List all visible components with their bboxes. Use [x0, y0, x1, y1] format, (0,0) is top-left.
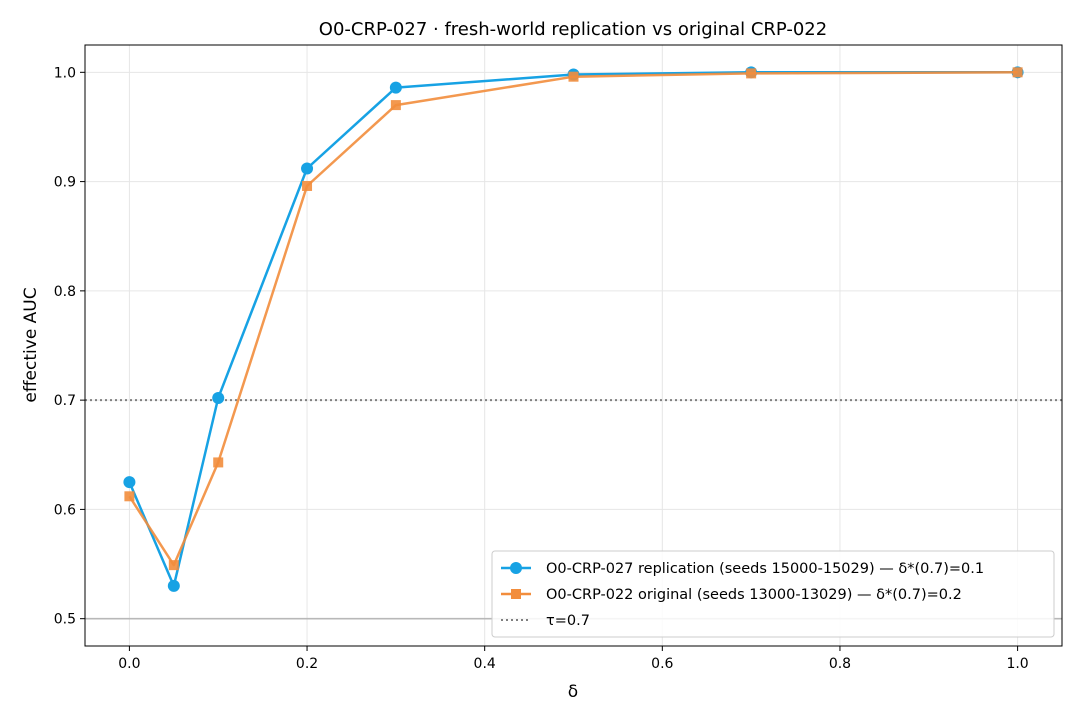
data-point [301, 162, 314, 175]
data-point [390, 100, 401, 111]
data-point [302, 180, 313, 191]
legend: O0-CRP-027 replication (seeds 15000-1502… [491, 550, 1055, 638]
series-0 [123, 66, 1024, 592]
x-tick-label: 0.6 [651, 656, 673, 672]
x-axis-label: δ [568, 682, 578, 702]
data-point [123, 476, 136, 489]
data-point [389, 81, 402, 94]
x-tick-label: 0.8 [829, 656, 851, 672]
y-tick-label: 0.5 [54, 612, 76, 628]
legend-marker-original [511, 589, 521, 599]
x-tick-label: 0.2 [296, 656, 318, 672]
data-point [167, 579, 180, 592]
y-tick-label: 0.9 [54, 175, 76, 191]
data-point [568, 71, 579, 82]
series-line [128, 71, 1018, 588]
series-line [128, 71, 1018, 567]
x-tick-label: 0.0 [118, 656, 140, 672]
y-tick-label: 0.6 [54, 502, 76, 518]
x-tick-label: 0.4 [474, 656, 496, 672]
x-tick-label: 1.0 [1006, 656, 1028, 672]
y-tick-label: 1.0 [54, 65, 76, 81]
legend-box [491, 550, 1055, 638]
legend-label-tau: τ=0.7 [546, 613, 590, 629]
data-point [213, 457, 224, 468]
series-lines [123, 66, 1024, 592]
y-axis-ticks: 0.5 0.6 0.7 0.8 0.9 1.0 [54, 65, 85, 628]
data-point [124, 491, 135, 502]
y-axis-label: effective AUC [21, 287, 41, 402]
series-1 [124, 67, 1023, 571]
data-point [746, 68, 757, 79]
y-tick-label: 0.7 [54, 393, 76, 409]
y-tick-label: 0.8 [54, 284, 76, 300]
data-point [1012, 67, 1023, 78]
data-point [212, 391, 225, 404]
legend-marker-replication [510, 562, 522, 574]
legend-label-original: O0-CRP-022 original (seeds 13000-13029) … [546, 587, 962, 603]
legend-label-replication: O0-CRP-027 replication (seeds 15000-1502… [546, 561, 984, 577]
chart-title: O0-CRP-027 · fresh-world replication vs … [319, 19, 827, 40]
x-axis-ticks: 0.0 0.2 0.4 0.6 0.8 1.0 [118, 646, 1029, 672]
plot-frame [84, 44, 1063, 647]
data-point [168, 560, 179, 571]
